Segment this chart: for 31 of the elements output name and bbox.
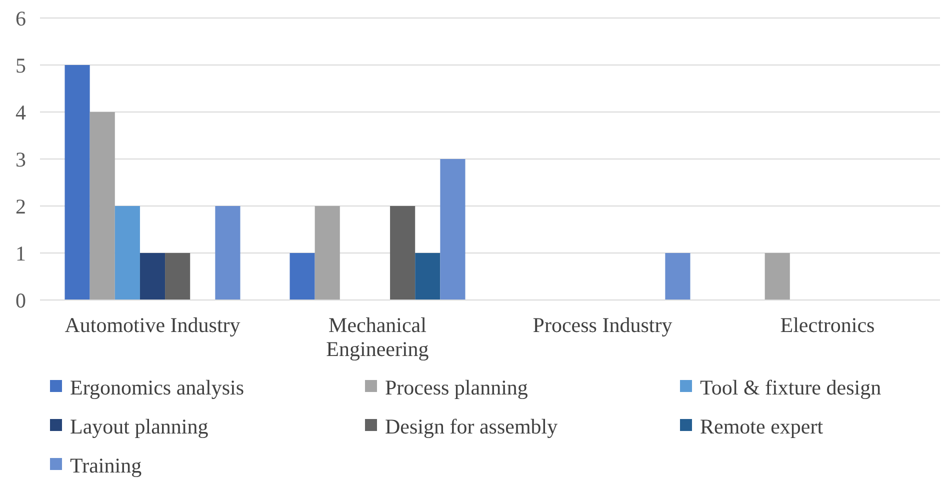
y-tick-label: 2 — [16, 194, 26, 218]
bar — [165, 253, 190, 300]
bar — [140, 253, 166, 300]
y-tick-label: 3 — [16, 147, 26, 172]
y-tick-label: 6 — [16, 6, 26, 30]
legend-label: Remote expert — [700, 414, 824, 438]
legend-label: Tool & fixture design — [700, 375, 882, 400]
bar — [440, 159, 466, 300]
bar — [215, 206, 240, 300]
legend-label: Ergonomics analysis — [70, 375, 244, 400]
legend-label: Layout planning — [70, 414, 209, 438]
bar — [90, 112, 115, 300]
legend-label: Training — [70, 453, 142, 478]
bar — [415, 253, 440, 300]
bar — [64, 65, 90, 300]
x-tick-label: Process Industry — [532, 313, 673, 337]
y-tick-label: 4 — [16, 100, 26, 124]
x-tick-label: Automotive Industry — [64, 313, 241, 337]
y-tick-label: 1 — [16, 241, 26, 266]
y-tick-label: 5 — [16, 53, 26, 78]
bar — [390, 206, 416, 300]
bar — [114, 206, 140, 300]
x-tick-label: Mechanical Engineering — [326, 313, 430, 361]
y-tick-label: 0 — [16, 288, 26, 312]
legend-label: Process planning — [385, 375, 528, 400]
bar — [764, 253, 790, 300]
x-tick-label: Electronics — [780, 313, 875, 337]
legend-label: Design for assembly — [385, 414, 558, 438]
bar — [314, 206, 340, 300]
bar — [665, 253, 690, 300]
bar — [290, 253, 315, 300]
